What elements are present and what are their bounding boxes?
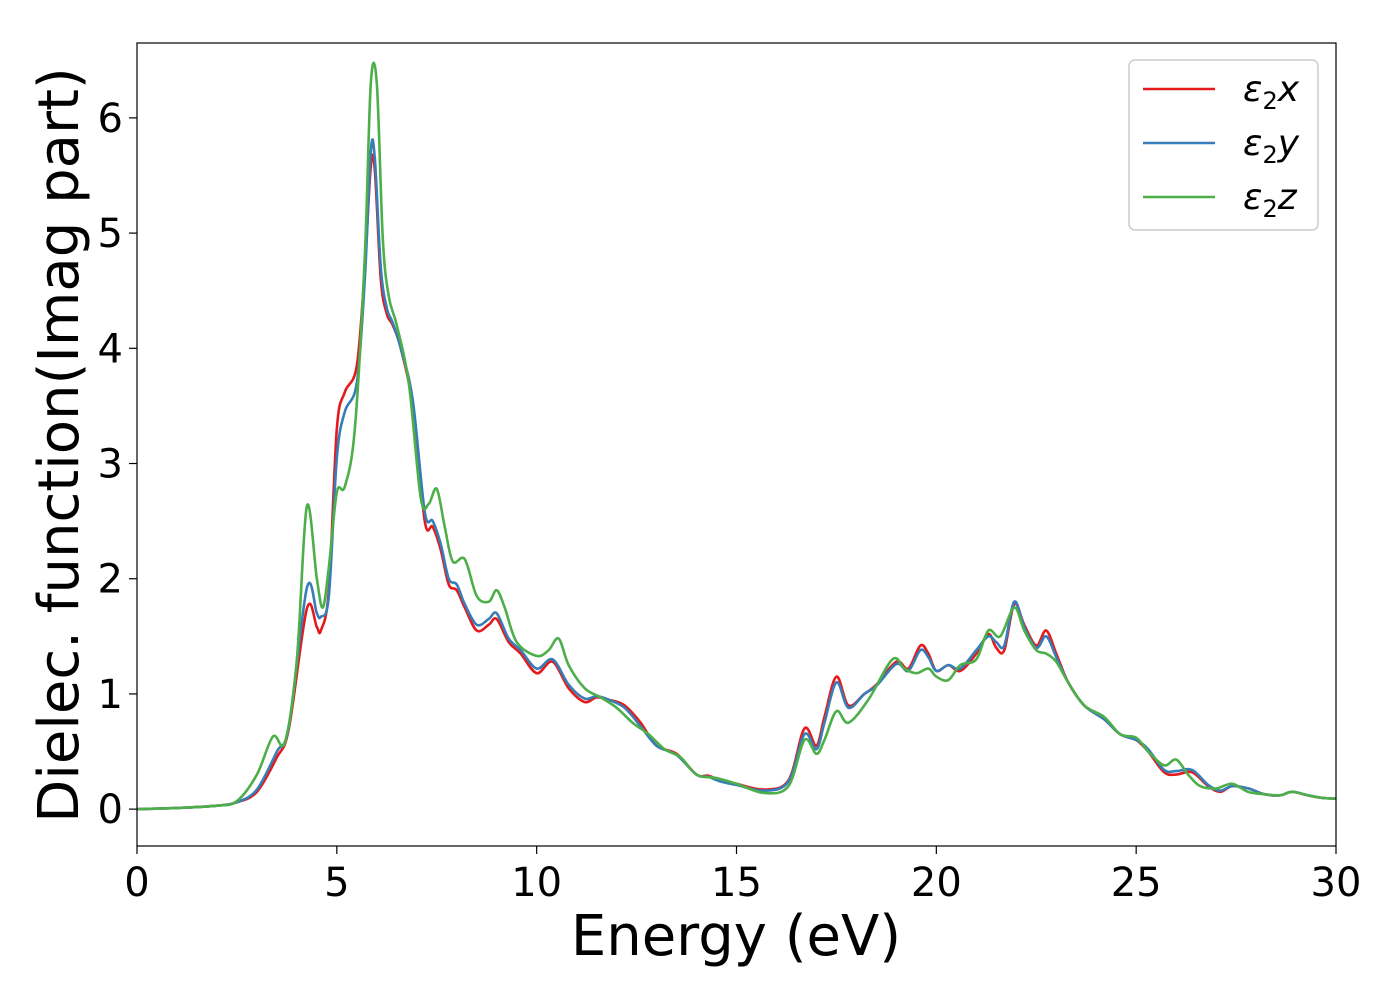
legend-box: [1128, 59, 1319, 231]
x-tick-label: 30: [1311, 860, 1362, 906]
series-layer: [137, 61, 1336, 811]
y-tick-label: 2: [98, 557, 123, 603]
legend-label-y: ε2y: [1243, 123, 1300, 169]
x-tick-label: 15: [711, 860, 762, 906]
y-axis-label: Dielec. function(Imag part): [27, 67, 92, 823]
x-tick-label: 10: [511, 860, 562, 906]
x-tick-label: 20: [911, 860, 962, 906]
y-tick-label: 3: [98, 442, 123, 488]
x-tick-label: 5: [324, 860, 349, 906]
legend-label-z: ε2z: [1243, 177, 1298, 223]
y-tick-label: 1: [98, 672, 123, 718]
x-tick-label: 25: [1111, 860, 1162, 906]
legend: ε2x ε2y ε2z: [1128, 59, 1319, 231]
x-axis-label: Energy (eV): [571, 904, 901, 969]
y-tick-label: 6: [98, 96, 123, 142]
series-line-z: [137, 61, 1336, 811]
y-axis: 0 1 2 3 4 5 6: [98, 96, 137, 833]
y-tick-label: 0: [98, 787, 123, 833]
y-tick-label: 5: [98, 211, 123, 257]
legend-label-x: ε2x: [1243, 69, 1300, 115]
x-tick-label: 0: [124, 860, 149, 906]
x-axis: 0 5 10 15 20 25 30: [124, 846, 1361, 906]
y-tick-label: 4: [98, 326, 123, 372]
